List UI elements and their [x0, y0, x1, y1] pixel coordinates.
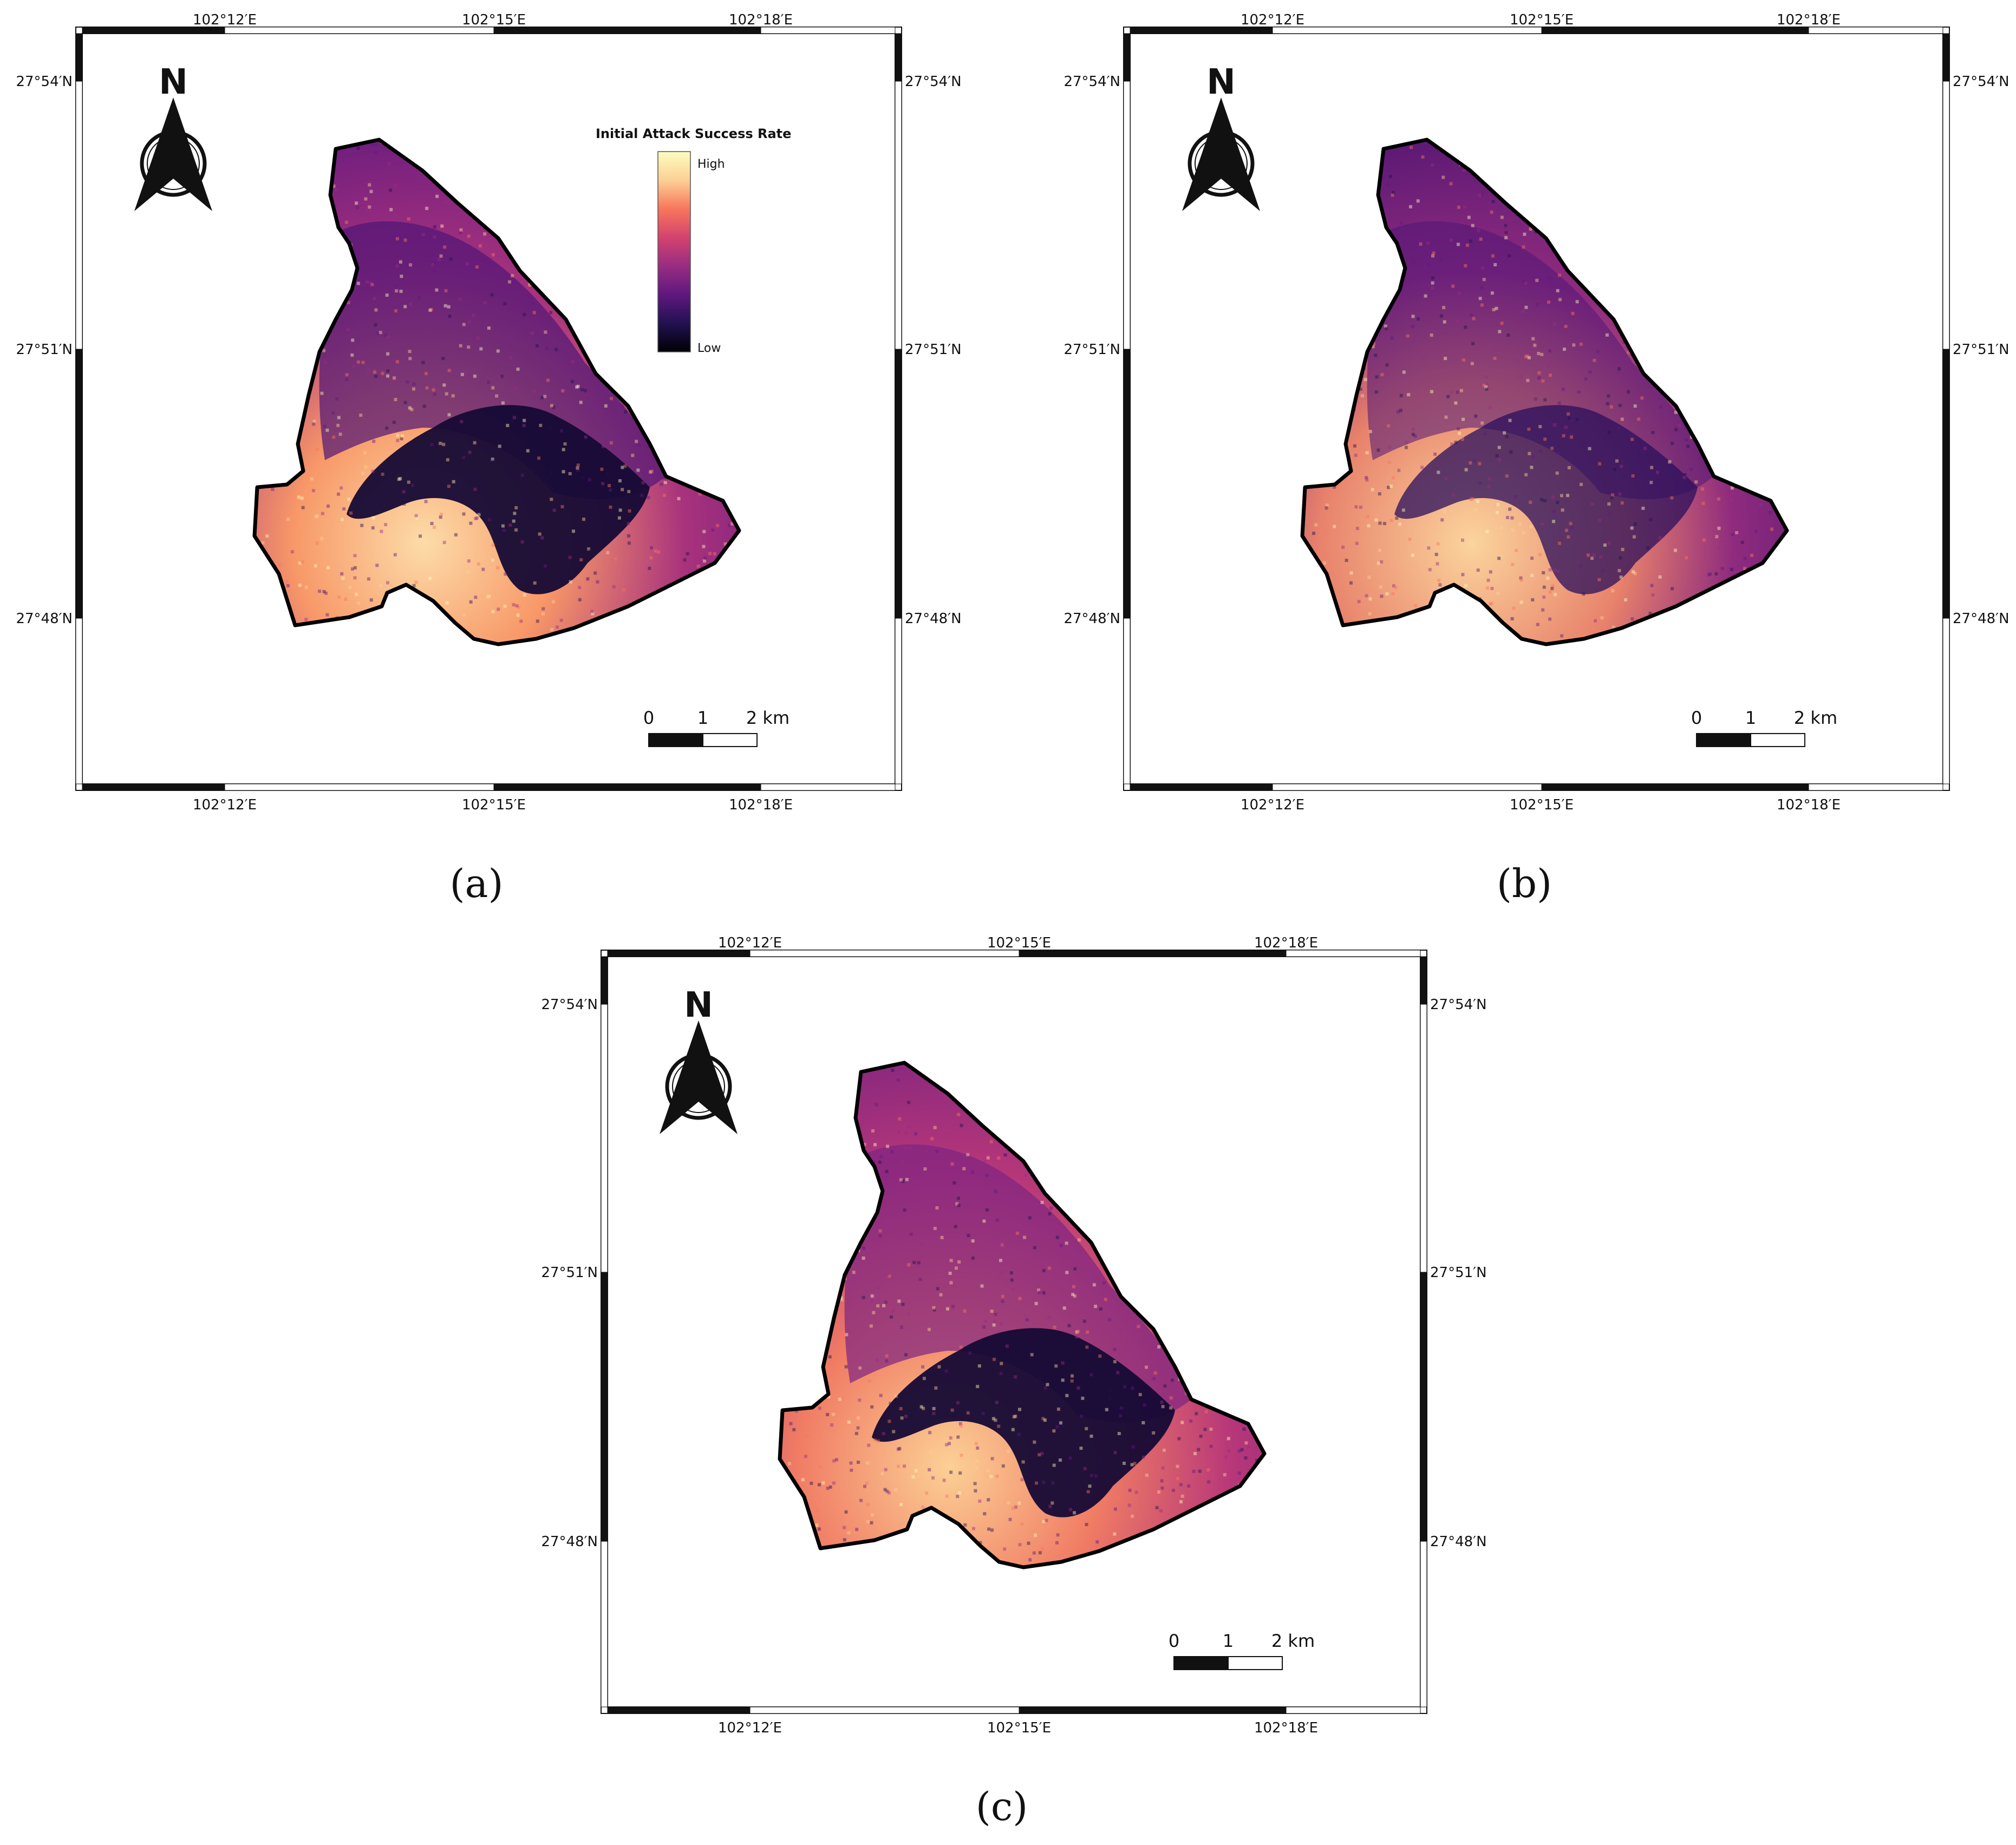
right-lat-label: 27°51′N	[1430, 1265, 1487, 1281]
scale-bar: 0 1 2 km	[643, 708, 790, 747]
bottom-lon-label: 102°15′E	[1510, 797, 1574, 813]
panel-label-b: (b)	[1496, 861, 1552, 906]
right-lat-label: 27°48′N	[905, 611, 962, 627]
panel-label-c: (c)	[975, 1784, 1028, 1829]
scale-bar: 0 1 2 km	[1691, 708, 1837, 747]
left-lat-label: 27°48′N	[541, 1534, 598, 1550]
north-arrow-icon: N	[1182, 62, 1260, 211]
scale-label-0: 0	[1691, 708, 1702, 728]
left-lat-label: 27°48′N	[16, 611, 73, 627]
top-lon-label: 102°12′E	[718, 935, 782, 951]
left-lat-label: 27°51′N	[541, 1265, 598, 1281]
right-lat-label: 27°54′N	[905, 74, 962, 90]
north-arrow-icon: N	[134, 62, 212, 211]
north-letter: N	[159, 62, 188, 102]
map-frame: 102°12′E 102°12′E 102°15′E 102°15′E 102°18′E…	[16, 12, 961, 813]
left-lat-label: 27°51′N	[1064, 342, 1120, 358]
left-lat-label: 27°48′N	[1064, 611, 1120, 627]
scale-label-1: 1	[1745, 708, 1756, 728]
top-lon-label: 102°12′E	[1241, 12, 1304, 28]
bottom-lon-label: 102°15′E	[987, 1720, 1051, 1736]
scale-bar: 0 1 2 km	[1169, 1631, 1315, 1670]
scale-label-2: 2 km	[1271, 1631, 1315, 1651]
legend-colorbar	[657, 151, 691, 352]
bottom-lon-label: 102°12′E	[1241, 797, 1304, 813]
top-lon-label: 102°15′E	[462, 12, 526, 28]
right-lat-label: 27°48′N	[1430, 1534, 1487, 1550]
top-lon-label: 102°15′E	[1510, 12, 1574, 28]
study-area-region	[1300, 138, 1789, 646]
legend-high: High	[697, 158, 725, 171]
right-lat-label: 27°51′N	[905, 342, 962, 358]
left-lat-label: 27°54′N	[541, 997, 598, 1013]
map-frame: 102°12′E 102°12′E 102°15′E 102°15′E 102°18′E…	[541, 935, 1486, 1736]
legend: Initial Attack Success Rate High Low	[596, 126, 791, 355]
left-lat-label: 27°51′N	[16, 342, 73, 358]
bottom-lon-label: 102°18′E	[1254, 1720, 1318, 1736]
right-lat-label: 27°48′N	[1953, 611, 2010, 627]
top-lon-label: 102°15′E	[987, 935, 1051, 951]
scale-label-2: 2 km	[746, 708, 790, 728]
map-panel-c: 102°12′E 102°12′E 102°15′E 102°15′E 102°18′E…	[541, 935, 1486, 1829]
north-letter: N	[1206, 62, 1236, 102]
top-lon-label: 102°18′E	[1254, 935, 1318, 951]
left-lat-label: 27°54′N	[1064, 74, 1120, 90]
legend-low: Low	[697, 342, 721, 355]
right-lat-label: 27°54′N	[1430, 997, 1487, 1013]
panel-label-a: (a)	[449, 861, 504, 906]
study-area-region	[252, 138, 741, 646]
map-panel-a: 102°12′E 102°12′E 102°15′E 102°15′E 102°18′E…	[16, 12, 961, 906]
scale-label-0: 0	[643, 708, 654, 728]
north-letter: N	[684, 985, 713, 1025]
right-lat-label: 27°51′N	[1953, 342, 2010, 358]
left-lat-label: 27°54′N	[16, 74, 73, 90]
scale-label-1: 1	[697, 708, 708, 728]
study-area-region	[778, 1061, 1267, 1569]
bottom-lon-label: 102°15′E	[462, 797, 526, 813]
bottom-lon-label: 102°18′E	[1777, 797, 1841, 813]
bottom-lon-label: 102°18′E	[729, 797, 793, 813]
scale-label-1: 1	[1223, 1631, 1234, 1651]
map-frame: 102°12′E 102°12′E 102°15′E 102°15′E 102°18′E…	[1064, 12, 2009, 813]
map-panel-b: 102°12′E 102°12′E 102°15′E 102°15′E 102°18′E…	[1064, 12, 2009, 906]
scale-label-2: 2 km	[1794, 708, 1837, 728]
legend-title: Initial Attack Success Rate	[596, 126, 791, 141]
top-lon-label: 102°18′E	[729, 12, 793, 28]
right-lat-label: 27°54′N	[1953, 74, 2010, 90]
scale-label-0: 0	[1169, 1631, 1179, 1651]
bottom-lon-label: 102°12′E	[718, 1720, 782, 1736]
bottom-lon-label: 102°12′E	[193, 797, 257, 813]
top-lon-label: 102°18′E	[1777, 12, 1841, 28]
north-arrow-icon: N	[660, 985, 738, 1134]
top-lon-label: 102°12′E	[193, 12, 257, 28]
